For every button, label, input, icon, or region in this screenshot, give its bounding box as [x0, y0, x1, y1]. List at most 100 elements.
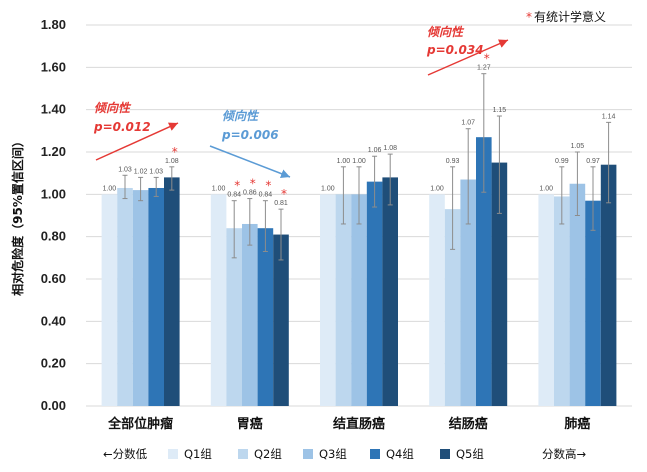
significance-note: * 有统计学意义 — [526, 9, 606, 24]
y-tick-label: 1.40 — [41, 102, 66, 117]
data-label: 1.00 — [321, 185, 335, 192]
significance-star: * — [234, 179, 240, 193]
legend-swatch — [238, 449, 248, 459]
legend-left-text: ←分数低 — [103, 447, 148, 461]
data-label: 0.86 — [243, 190, 257, 197]
data-label: 1.15 — [493, 107, 507, 114]
data-label: 1.00 — [430, 185, 444, 192]
trend-arrow — [427, 39, 509, 76]
bar — [569, 183, 586, 406]
data-label: 1.00 — [103, 185, 117, 192]
significance-star: * — [172, 145, 178, 159]
significance-star: * — [281, 187, 287, 201]
trend-label: 倾向性 — [427, 25, 465, 39]
data-labels: 1.001.03 1.02 1.031.081.000.84 0.86 0.840.81… — [103, 65, 616, 207]
bar — [460, 179, 476, 406]
legend-swatch — [440, 449, 450, 459]
bar — [210, 194, 227, 406]
bar — [554, 196, 570, 406]
legend-item-label: Q2组 — [254, 447, 282, 461]
bars — [101, 137, 617, 406]
bar — [491, 162, 508, 406]
data-label: 1.00 — [539, 185, 553, 192]
y-tick-label: 0.60 — [41, 271, 66, 286]
bar — [320, 194, 336, 406]
data-label: 1.03 — [149, 168, 163, 175]
data-label: 1.14 — [602, 113, 616, 120]
bar — [382, 177, 398, 406]
bar — [476, 137, 492, 406]
legend-swatch — [303, 449, 313, 459]
x-axis-categories: 全部位肿瘤 胃癌 结直肠癌 结肠癌 肺癌 — [107, 416, 590, 432]
y-tick-label: 1.00 — [41, 186, 66, 201]
legend-item-label: Q5组 — [456, 447, 484, 461]
x-category-label: 胃癌 — [237, 416, 263, 432]
bar — [242, 223, 258, 406]
y-tick-label: 0.40 — [41, 313, 66, 328]
legend-swatch — [168, 449, 178, 459]
y-axis-label: 相对危险度（95%置信区间） — [10, 135, 25, 296]
y-tick-label: 0.80 — [41, 229, 66, 244]
x-category-label: 结直肠癌 — [333, 416, 385, 432]
data-label: 1.27 — [477, 65, 491, 72]
legend-item-label: Q3组 — [319, 447, 347, 461]
bar — [101, 194, 118, 406]
legend-right-text: 分数高→ — [542, 447, 586, 461]
trend-p-value: p=0.006 — [221, 128, 279, 142]
trend-label: 倾向性 — [222, 109, 260, 123]
significance-markers: * * * * * * — [172, 52, 490, 201]
bar — [132, 190, 149, 406]
bar — [444, 209, 461, 406]
significance-note-marker: * — [526, 10, 532, 24]
trend-arrow — [209, 145, 291, 178]
x-category-label: 结肠癌 — [449, 416, 488, 432]
bar — [600, 164, 617, 406]
data-label: 1.00 — [212, 185, 226, 192]
data-label: 0.84 — [227, 192, 241, 199]
bar — [164, 177, 180, 406]
bar — [117, 187, 133, 406]
data-label: 0.97 — [586, 158, 600, 165]
trend-label: 倾向性 — [94, 101, 132, 115]
bar — [226, 228, 242, 406]
bar — [148, 187, 164, 406]
trend-annotations: 倾向性 p=0.012 倾向性 p=0.006 倾向性 p=0.034 — [93, 25, 509, 178]
significance-star: * — [265, 179, 271, 193]
data-label: 1.06 — [368, 147, 382, 154]
data-label: 0.93 — [446, 158, 460, 165]
y-tick-label: 1.60 — [41, 59, 66, 74]
data-label: 1.00 — [337, 158, 351, 165]
legend: ←分数低 Q1组 Q2组 Q3组 Q4组 Q5组 分数高→ — [103, 447, 586, 461]
error-bars — [122, 73, 612, 261]
significance-star: * — [250, 177, 256, 191]
y-tick-label: 1.20 — [41, 144, 66, 159]
bar — [429, 194, 445, 406]
data-label: 1.02 — [134, 168, 148, 175]
x-category-label: 肺癌 — [564, 416, 590, 432]
x-category-label: 全部位肿瘤 — [107, 416, 173, 432]
trend-arrow — [95, 122, 179, 161]
data-label: 1.08 — [165, 158, 179, 165]
trend-p-value: p=0.012 — [93, 120, 151, 134]
legend-item-label: Q4组 — [386, 447, 414, 461]
bar — [538, 194, 554, 406]
bar — [366, 181, 383, 406]
y-axis-ticks: 0.00 0.20 0.40 0.60 0.80 1.00 1.20 1.40 1.60 1.80 — [41, 17, 66, 413]
legend-item-label: Q1组 — [184, 447, 212, 461]
bar — [585, 200, 601, 406]
y-tick-label: 1.80 — [41, 17, 66, 32]
data-label: 1.08 — [383, 145, 397, 152]
y-tick-label: 0.00 — [41, 398, 66, 413]
significance-note-text: 有统计学意义 — [534, 9, 606, 24]
y-tick-label: 0.20 — [41, 356, 66, 371]
data-label: 1.03 — [118, 166, 132, 173]
bar — [257, 228, 274, 406]
trend-p-value: p=0.034 — [426, 43, 484, 57]
data-label: 1.00 — [352, 158, 366, 165]
data-label: 1.05 — [571, 143, 585, 150]
data-label: 0.81 — [274, 200, 288, 207]
bar — [273, 234, 289, 406]
bar — [351, 194, 367, 406]
legend-swatch — [370, 449, 380, 459]
bar — [335, 194, 352, 406]
